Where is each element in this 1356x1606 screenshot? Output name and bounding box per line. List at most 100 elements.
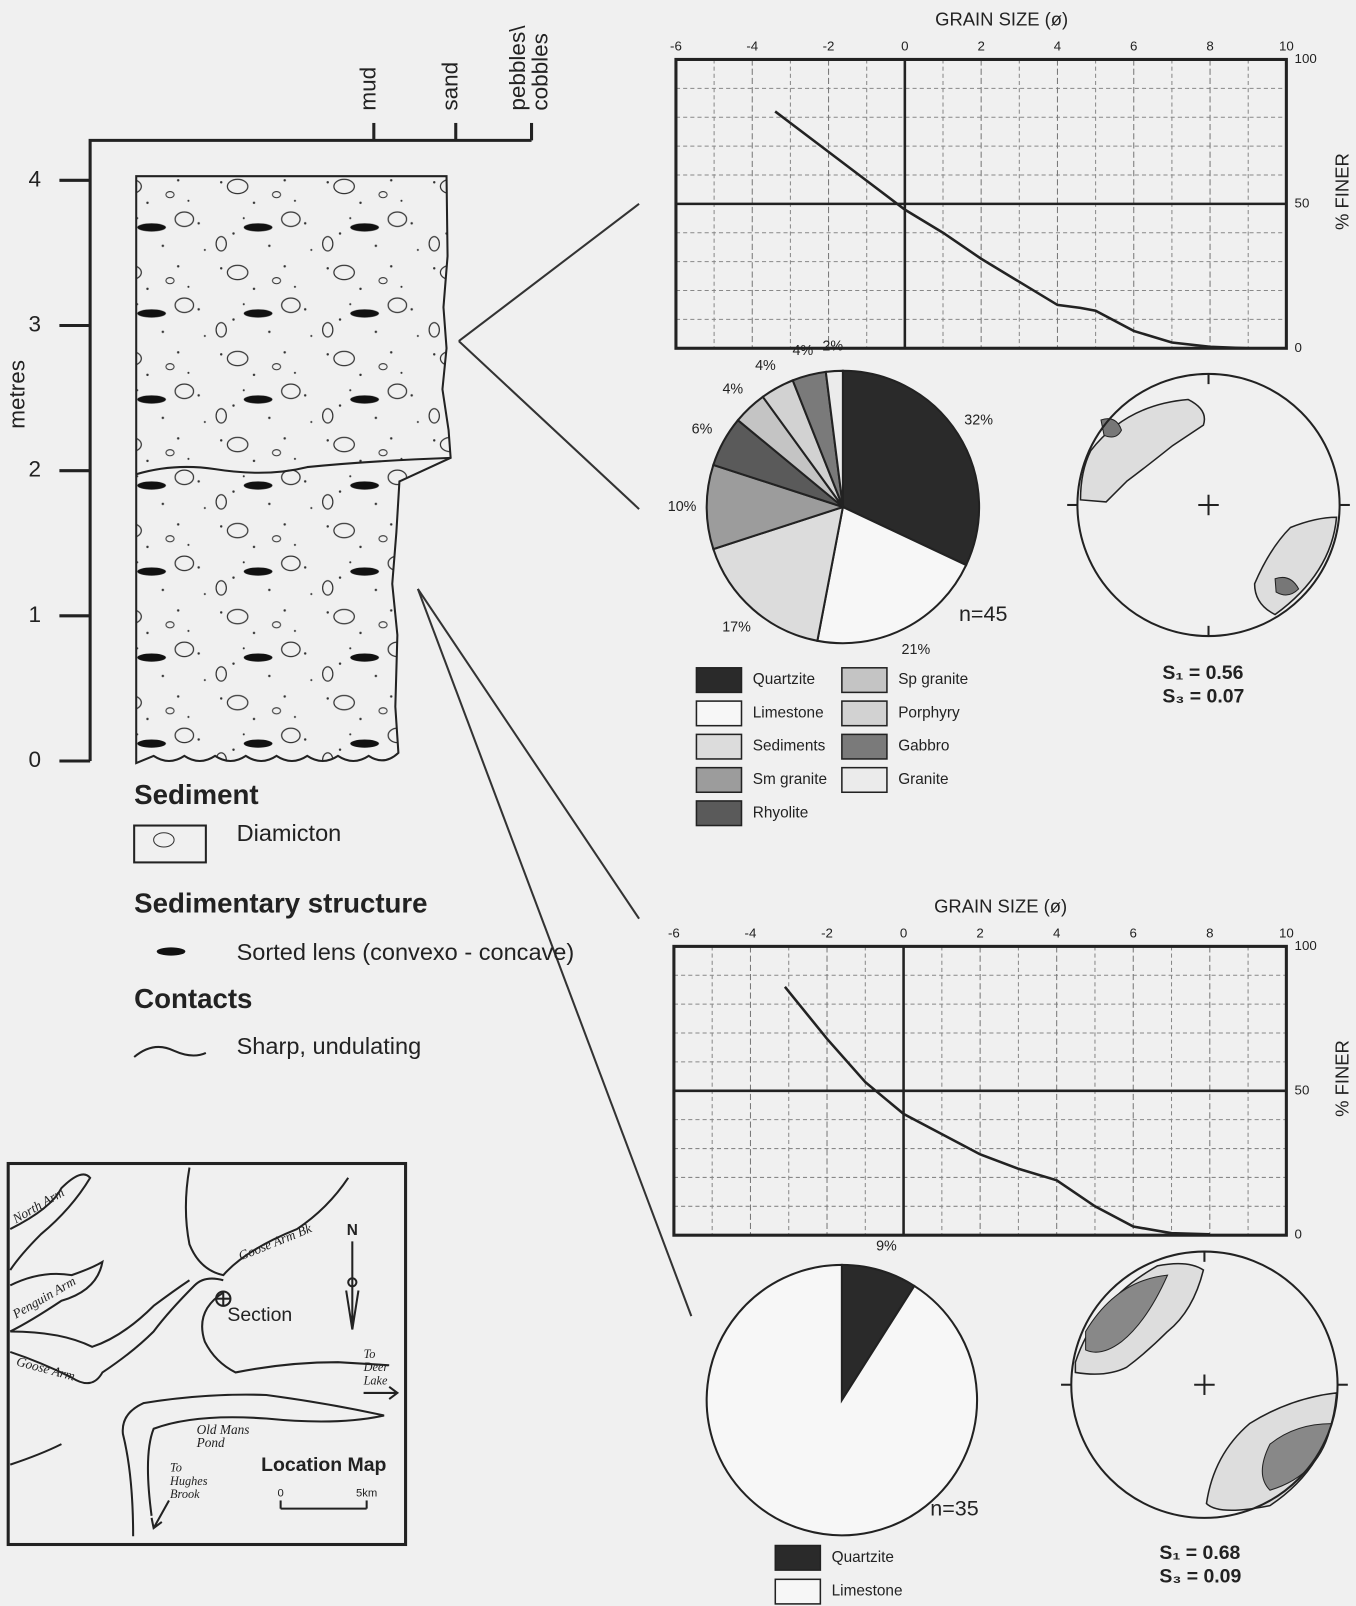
map-label: Goose Arm bbox=[15, 1354, 77, 1384]
legend-swatch bbox=[841, 766, 888, 794]
x-tick-label: 0 bbox=[900, 926, 907, 941]
legend-label: Limestone bbox=[753, 704, 824, 721]
legend-swatch bbox=[841, 733, 888, 760]
slice-label: 21% bbox=[902, 642, 931, 658]
chart-title: GRAIN SIZE (ø) bbox=[935, 8, 1068, 29]
column bbox=[88, 138, 532, 762]
y-axis-label: % FINER bbox=[1332, 153, 1353, 230]
x-tick-label: pebbles\ bbox=[505, 25, 530, 111]
stereonet-stat: S₃ = 0.07 bbox=[1162, 686, 1244, 708]
legend-label: Limestone bbox=[832, 1583, 903, 1600]
scale-label: 0 bbox=[277, 1487, 283, 1499]
legend-label: Gabbro bbox=[898, 738, 949, 755]
y-tick-label: 0 bbox=[1295, 1227, 1302, 1242]
contact-line bbox=[135, 456, 451, 476]
x-tick-label: 6 bbox=[1130, 926, 1137, 941]
diamicton-swatch bbox=[133, 824, 207, 864]
x-tick-label: cobbles bbox=[528, 33, 553, 111]
grain-size-curve bbox=[774, 110, 1249, 350]
column-frame bbox=[88, 138, 532, 762]
x-tick-label: -2 bbox=[821, 926, 833, 941]
chart-title: GRAIN SIZE (ø) bbox=[934, 895, 1067, 916]
y-axis-label: % FINER bbox=[1332, 1040, 1353, 1117]
legend-swatch bbox=[774, 1578, 822, 1605]
legend-label: Sp granite bbox=[898, 671, 968, 688]
connector bbox=[417, 588, 640, 920]
sample-size: n=45 bbox=[959, 602, 1007, 626]
slice-label: 4% bbox=[755, 358, 776, 374]
pie-slice bbox=[712, 505, 845, 643]
map-label: Old Mans bbox=[197, 1422, 250, 1437]
legend-swatch bbox=[774, 1544, 822, 1571]
stereonet-stat: S₃ = 0.09 bbox=[1159, 1565, 1241, 1587]
map-label: Deer bbox=[363, 1360, 389, 1374]
legend-swatch bbox=[695, 700, 743, 727]
legend-swatch bbox=[695, 766, 743, 794]
pie-slice bbox=[824, 369, 844, 508]
x-tick-label: mud bbox=[356, 67, 381, 111]
y-tick-label: 2 bbox=[29, 457, 42, 482]
y-tick-label: 1 bbox=[29, 602, 42, 627]
connector bbox=[458, 203, 640, 342]
map-label: To bbox=[364, 1347, 376, 1361]
x-tick-label: -6 bbox=[670, 39, 682, 54]
map-title: Location Map bbox=[261, 1454, 386, 1476]
legend-label: Porphyry bbox=[898, 704, 960, 721]
map-label: Pond bbox=[196, 1435, 225, 1450]
stereonet bbox=[1067, 372, 1350, 638]
x-tick-label: 4 bbox=[1053, 926, 1060, 941]
legend-swatch bbox=[695, 667, 743, 694]
legend-label: Quartzite bbox=[832, 1549, 894, 1566]
x-tick-label: 0 bbox=[901, 39, 908, 54]
connector bbox=[458, 340, 640, 510]
slice-label: 2% bbox=[822, 338, 843, 354]
legend-swatch bbox=[695, 800, 743, 827]
map-label: To bbox=[170, 1461, 182, 1475]
y-tick-label: 50 bbox=[1295, 195, 1310, 210]
location-map bbox=[6, 1161, 408, 1547]
slice-label: 32% bbox=[964, 413, 993, 429]
y-tick-label: 0 bbox=[1295, 340, 1302, 355]
grain-size-curve bbox=[783, 986, 1210, 1236]
x-tick-label: 8 bbox=[1206, 926, 1213, 941]
legend-label: Quartzite bbox=[753, 671, 815, 688]
map-label: Goose Arm Bk bbox=[236, 1220, 314, 1263]
legend-heading: Sediment bbox=[134, 779, 258, 810]
legend-swatch bbox=[841, 700, 888, 727]
y-tick-label: 50 bbox=[1295, 1082, 1310, 1097]
slice-label: 4% bbox=[793, 343, 814, 359]
legend-label: Granite bbox=[898, 771, 948, 788]
legend-swatch bbox=[841, 667, 888, 694]
connectors bbox=[416, 203, 693, 1317]
plot-frame bbox=[674, 57, 1288, 350]
x-tick-label: sand bbox=[438, 62, 463, 111]
legend-label: Diamicton bbox=[237, 820, 342, 846]
x-tick-label: 6 bbox=[1130, 39, 1137, 54]
legend-heading: Contacts bbox=[134, 983, 252, 1014]
slice-label: 4% bbox=[722, 382, 743, 398]
sample-size: n=35 bbox=[930, 1496, 978, 1520]
x-tick-label: -4 bbox=[745, 926, 757, 941]
north-label: N bbox=[347, 1222, 358, 1239]
y-tick-label: 100 bbox=[1295, 51, 1317, 66]
x-tick-label: 10 bbox=[1279, 39, 1294, 54]
y-tick-label: 0 bbox=[29, 747, 42, 772]
stereonet bbox=[1061, 1250, 1348, 1519]
pie-slice bbox=[705, 463, 847, 551]
slice-label: 17% bbox=[722, 619, 751, 635]
connector bbox=[416, 588, 693, 1317]
x-tick-label: 2 bbox=[976, 926, 983, 941]
x-tick-label: -2 bbox=[823, 39, 835, 54]
legend-label: Sediments bbox=[753, 738, 826, 755]
legend-label: Rhyolite bbox=[753, 804, 809, 821]
legend-label: Sharp, undulating bbox=[237, 1033, 422, 1059]
y-tick-label: 4 bbox=[29, 166, 42, 191]
y-axis-label: metres bbox=[4, 360, 29, 429]
map-label: Lake bbox=[363, 1373, 388, 1387]
map-label: North Arm bbox=[9, 1184, 67, 1226]
lens-symbol bbox=[156, 947, 186, 956]
pie-slice bbox=[705, 1263, 979, 1537]
stereonet-stat: S₁ = 0.68 bbox=[1159, 1542, 1240, 1564]
x-tick-label: 2 bbox=[977, 39, 984, 54]
